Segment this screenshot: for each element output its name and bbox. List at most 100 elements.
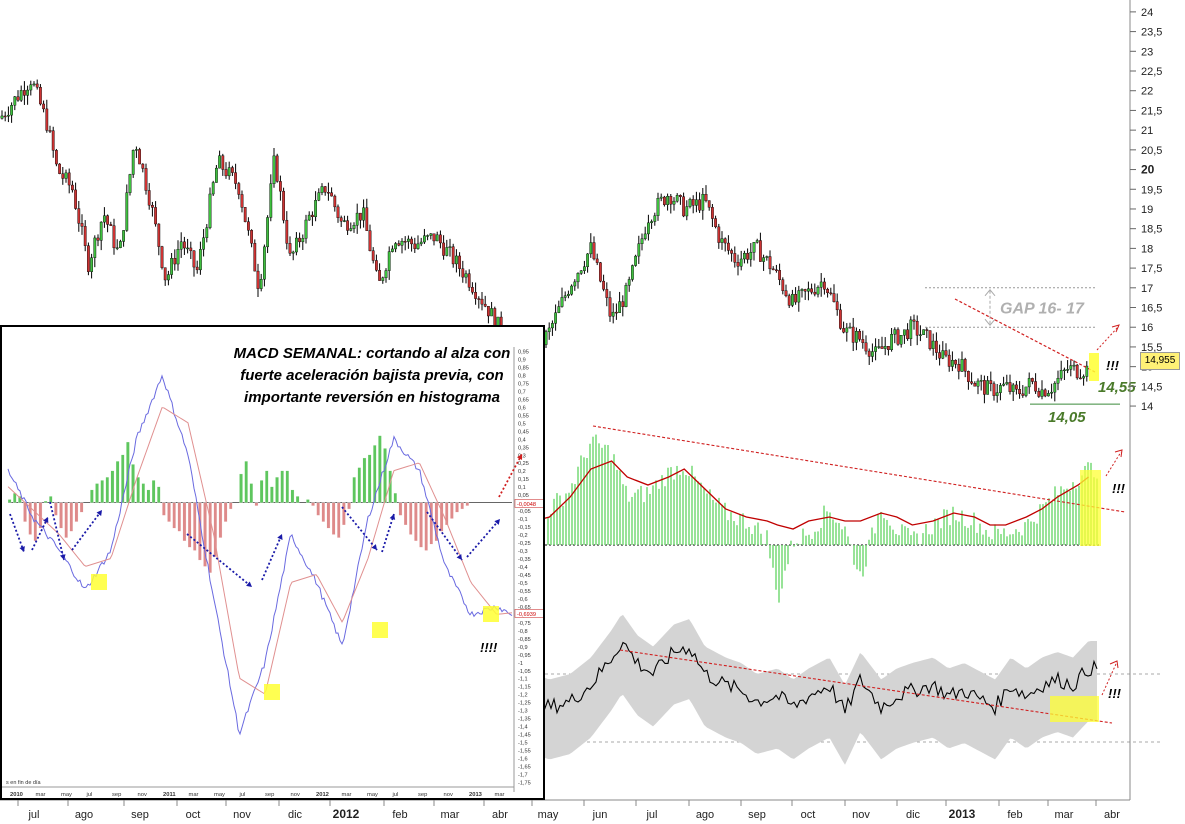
candle-body [16,96,20,101]
candle-body [867,350,871,357]
gap-label: GAP 16- 17 [1000,301,1085,318]
inset-trend-arrow-head [516,454,523,460]
inset-trend-arrow-head [19,546,25,552]
candle-body [221,155,225,170]
candle-body [330,192,333,197]
inset-hist-bar [357,467,362,503]
inset-hist-bar [460,502,464,510]
inset-x-tick-label: 2011 [163,792,176,798]
candle-body [179,241,183,250]
candle-body [61,173,65,179]
inset-hist-bar [264,470,269,503]
inset-x-tick-label: jul [86,792,93,798]
inset-hist-bar [352,476,356,503]
candle-body [659,196,663,199]
candle-body [858,331,862,340]
inset-y-tick-label: -0,1 [518,517,528,523]
candle-body [26,89,29,96]
candle-body [1037,390,1041,397]
candle-body [739,258,743,267]
inset-hist-bar [306,499,310,503]
macd-inset-chart: 0,950,9 0,85 0,8 0,75 0,7 0,65 0,6 0,55 0,5 0,45 0… [2,347,543,798]
candle-body [887,346,890,351]
candle-body [70,184,74,191]
price-tick-label: 20,5 [1141,145,1162,157]
inset-title: MACD SEMANAL: cortando al alza con fuert… [233,345,511,406]
candle-body [138,149,141,165]
candle-body [352,225,356,229]
candle-body [461,268,465,278]
inset-y-tick-label: -0,45 [518,573,531,579]
candle-body [755,240,759,243]
candle-body [253,243,257,272]
candle-body [547,327,551,332]
candle-body [925,329,929,331]
breakout-arrow [1096,326,1119,351]
inset-exclaim: !!!! [480,640,498,655]
date-x-axis: jul ago sep oct nov dic 2012 feb mar abr may jun jul… [0,799,1130,821]
candle-body [605,289,609,298]
candle-body [32,83,36,86]
price-y-axis: 1414,51515,51616,51717,51818,51919,52020… [1129,0,1162,800]
inset-x-tick-label: sep [112,792,121,798]
candle-body [1062,369,1066,372]
candle-body [1066,369,1070,371]
candle-body [883,346,887,349]
candle-body [109,224,113,226]
x-tick-label: oct [186,809,201,821]
candle-body [288,243,292,254]
candle-body [861,339,865,343]
candle-body [86,245,90,272]
candle-body [935,340,938,353]
candle-body [397,243,401,246]
inset-hist-bar [295,496,300,503]
candle-body [688,199,692,207]
candle-body [314,200,317,218]
candle-body [394,243,397,250]
candle-body [826,289,830,294]
candle-body [733,253,737,263]
inset-x-tick-label: sep [265,792,274,798]
inset-hist-bar [7,499,12,503]
candle-body [102,215,106,223]
inset-hist-bar [156,486,161,503]
inset-hist-bar [203,502,207,567]
candle-body [429,233,433,236]
inset-trend-arrow-head [371,544,377,550]
candle-body [714,218,718,228]
inset-x-tick-label: may [61,792,72,798]
candle-body [666,196,670,205]
candle-body [323,186,327,193]
candle-body [298,237,301,243]
candle-body [781,279,785,291]
candle-body [1040,389,1044,397]
candle-body [211,182,215,195]
inset-x-tick-label: mar [36,792,46,798]
osc-trend-line [619,649,1113,724]
candle-body [685,206,689,217]
inset-hist-bar [465,502,470,506]
inset-hist-bar [100,480,104,503]
hist-arrow-head [1114,449,1123,458]
candle-body [643,233,647,240]
candle-body [311,214,314,218]
inset-y-tick-label: 0,6 [518,405,526,411]
candle-body [906,329,910,340]
inset-hist-bar [444,502,449,526]
candle-body [986,380,990,395]
price-tick-label: 16 [1141,322,1153,334]
inset-hist-bar [290,489,295,503]
inset-hist-bar [43,500,48,503]
inset-hist-bar [136,476,140,503]
x-tick-label: feb [392,809,407,821]
inset-hist-bar [172,502,176,529]
candle-body [877,346,881,348]
osc-arrow [1101,663,1117,696]
candle-body [573,281,577,287]
price-tick-label: 23 [1141,46,1153,58]
candle-body [1053,382,1057,393]
candle-body [765,256,769,258]
candle-body [701,194,705,211]
candle-body [931,340,935,349]
candle-body [919,334,922,336]
